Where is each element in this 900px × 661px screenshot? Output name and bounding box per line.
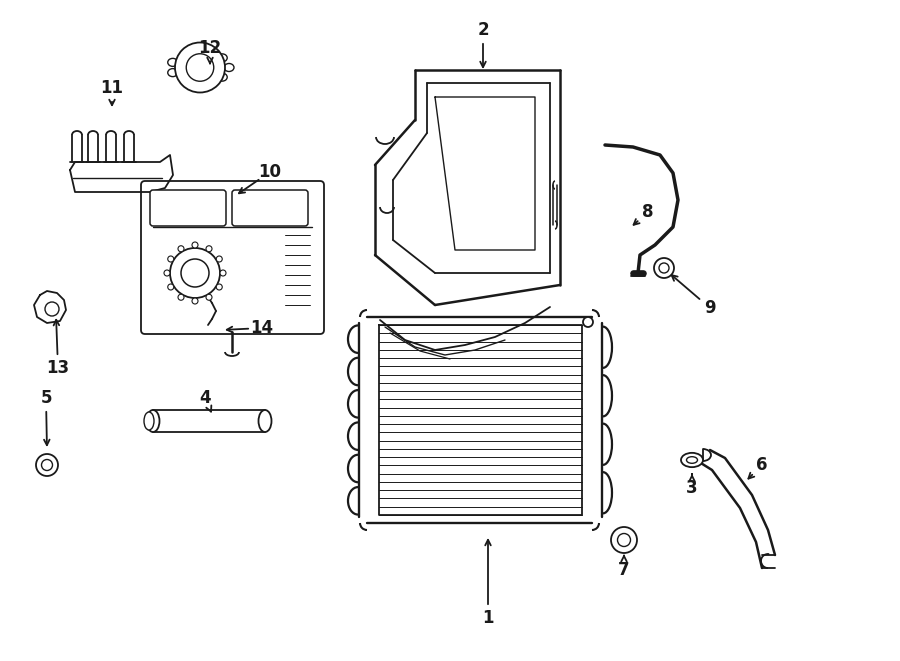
Ellipse shape	[687, 457, 698, 463]
Circle shape	[192, 242, 198, 248]
Text: 3: 3	[686, 479, 698, 497]
Circle shape	[206, 246, 212, 252]
Circle shape	[617, 533, 631, 547]
Circle shape	[45, 302, 59, 316]
Circle shape	[654, 258, 674, 278]
Circle shape	[659, 263, 669, 273]
Ellipse shape	[181, 50, 191, 59]
Text: 8: 8	[643, 203, 653, 221]
Ellipse shape	[181, 77, 191, 85]
Circle shape	[216, 256, 222, 262]
Text: 4: 4	[199, 389, 211, 407]
Text: 2: 2	[477, 21, 489, 39]
Circle shape	[216, 284, 222, 290]
FancyBboxPatch shape	[150, 190, 226, 226]
Circle shape	[178, 246, 184, 252]
Circle shape	[192, 298, 198, 304]
Circle shape	[164, 270, 170, 276]
Circle shape	[583, 317, 593, 327]
FancyBboxPatch shape	[141, 181, 324, 334]
Text: 1: 1	[482, 609, 494, 627]
Ellipse shape	[200, 78, 210, 87]
Circle shape	[181, 259, 209, 287]
Text: 7: 7	[618, 561, 630, 579]
Ellipse shape	[258, 410, 272, 432]
Ellipse shape	[167, 69, 177, 77]
Ellipse shape	[167, 58, 177, 66]
Text: 6: 6	[756, 456, 768, 474]
Ellipse shape	[217, 54, 227, 62]
Circle shape	[36, 454, 58, 476]
Ellipse shape	[217, 73, 227, 81]
Text: 9: 9	[704, 299, 716, 317]
Circle shape	[178, 294, 184, 300]
Circle shape	[167, 256, 174, 262]
Circle shape	[220, 270, 226, 276]
Text: 14: 14	[250, 319, 274, 337]
Ellipse shape	[144, 412, 154, 430]
Circle shape	[186, 54, 214, 81]
Circle shape	[206, 294, 212, 300]
Text: 5: 5	[40, 389, 52, 407]
Text: 10: 10	[258, 163, 282, 181]
Ellipse shape	[147, 410, 159, 432]
Circle shape	[167, 284, 174, 290]
Text: 13: 13	[47, 359, 69, 377]
Text: 11: 11	[101, 79, 123, 97]
Circle shape	[175, 42, 225, 93]
Circle shape	[170, 248, 220, 298]
Circle shape	[41, 459, 52, 471]
Circle shape	[611, 527, 637, 553]
Text: 12: 12	[198, 39, 221, 57]
FancyBboxPatch shape	[232, 190, 308, 226]
Ellipse shape	[224, 63, 234, 71]
Ellipse shape	[200, 49, 210, 57]
Ellipse shape	[681, 453, 703, 467]
